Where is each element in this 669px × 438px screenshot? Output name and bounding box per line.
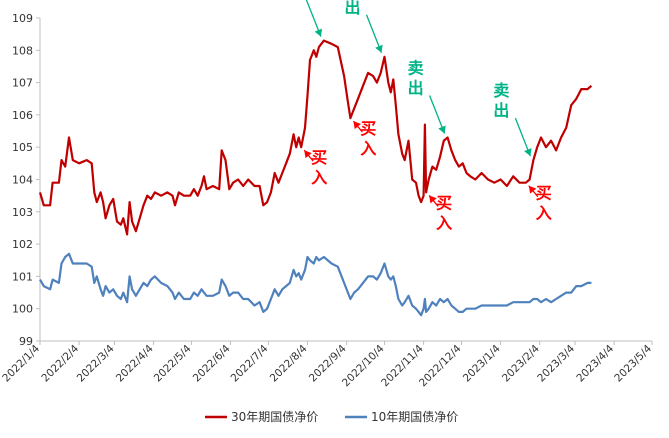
sell-annotation: 卖出 [344,0,383,53]
annotation-label: 出 [284,0,300,1]
x-tick-label: 2022/4/4 [114,342,156,384]
sell-annotation: 卖出 [284,0,323,37]
annotation-arrowhead [528,185,537,194]
y-tick-label: 101 [12,270,33,283]
annotation-label: 买 [436,193,452,212]
annotation-arrowhead [429,195,437,204]
x-tick-label: 2022/3/4 [75,342,117,384]
x-tick-label: 2022/1/4 [0,342,42,384]
buy-annotation: 买入 [303,148,327,187]
annotation-arrowhead [304,150,312,159]
annotation-label: 入 [436,213,452,232]
buy-annotation: 买入 [528,184,552,223]
legend: 30年期国债净价 10年期国债净价 [205,410,458,424]
x-tick-label: 2022/8/4 [268,342,310,384]
x-tick-label: 2023/1/4 [461,342,503,384]
annotation-arrowhead [314,28,323,37]
x-tick-label: 2022/5/4 [152,342,194,384]
annotation-label: 卖 [408,59,424,78]
annotation-arrowhead [524,148,532,157]
x-tick-label: 2022/7/4 [229,342,271,384]
x-tick-labels: 2022/1/42022/2/42022/3/42022/4/42022/5/4… [0,341,654,389]
y-tick-label: 100 [12,303,33,316]
sell-annotation: 卖出 [408,59,446,134]
legend-item: 30年期国债净价 [205,410,318,424]
annotation-label: 买 [360,119,376,138]
axes [39,18,652,342]
sell-annotation: 卖出 [493,81,532,157]
x-tick-label: 2022/2/4 [39,342,81,384]
annotation-label: 出 [493,101,509,120]
annotation-arrowhead [375,44,383,53]
annotation-label: 买 [311,148,327,167]
x-tick-label: 2023/5/4 [612,342,654,384]
y-tick-label: 105 [12,141,33,154]
y-tick-label: 108 [12,44,33,57]
annotation-arrowhead [438,125,446,134]
x-tick-label: 2023/4/4 [574,342,616,384]
series-line-10y [39,252,592,317]
x-tick-label: 2023/3/4 [535,342,577,384]
y-tick-label: 102 [12,238,33,251]
y-tick-labels: 99 100 101 102 103 104 105 106 107 108 109 [12,12,40,348]
buy-annotation: 买入 [428,193,452,232]
series-lines [38,39,593,317]
y-tick-label: 103 [12,206,33,219]
annotation-label: 出 [344,0,360,17]
y-tick-label: 99 [19,335,33,348]
annotations: 卖出卖出卖出卖出买入买入买入买入 [284,0,552,232]
x-tick-label: 2022/6/4 [191,342,233,384]
x-tick-label: 2023/2/4 [500,342,542,384]
y-tick-label: 107 [12,77,33,90]
annotation-label: 出 [408,79,424,98]
legend-label: 10年期国债净价 [371,410,458,424]
annotation-label: 买 [536,184,552,203]
buy-annotation: 买入 [352,119,376,158]
y-tick-label: 106 [12,109,33,122]
legend-item: 10年期国债净价 [345,410,458,424]
y-tick-label: 104 [12,174,33,187]
annotation-label: 入 [360,139,376,158]
annotation-label: 入 [311,168,327,187]
annotation-label: 入 [536,204,552,223]
series-line-30y [38,39,593,236]
annotation-label: 卖 [493,81,509,100]
annotation-arrowhead [353,121,361,130]
y-tick-label: 109 [12,12,33,25]
legend-label: 30年期国债净价 [231,410,318,424]
